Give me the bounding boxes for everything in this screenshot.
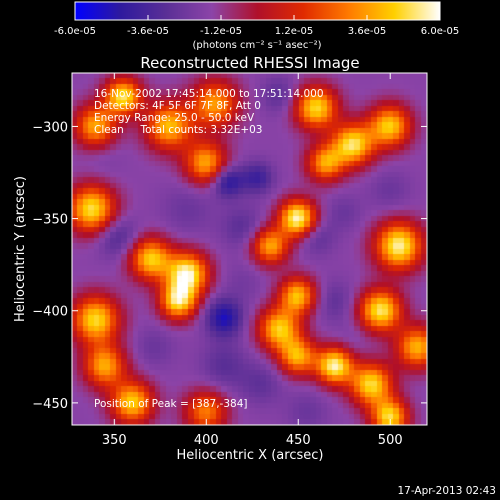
x-tick-label: 350 xyxy=(102,433,127,448)
heatmap-image xyxy=(72,73,427,425)
plot-frame xyxy=(71,72,428,426)
annotation-peak: Position of Peak = [387,-384] xyxy=(94,398,248,410)
colorbar-ticks: -6.0e-05 -3.6e-05 -1.2e-05 1.2e-05 3.6e-05 6.… xyxy=(54,15,459,37)
chart-title: Reconstructed RHESSI Image xyxy=(140,54,359,72)
y-tick-label: −400 xyxy=(32,305,68,320)
colorbar-tick-label: -3.6e-05 xyxy=(127,26,169,37)
annotation-time: 16-Nov-2002 17:45:14.000 to 17:51:14.000 xyxy=(94,88,324,100)
annotation-energy: Energy Range: 25.0 - 50.0 keV xyxy=(94,112,255,124)
x-tick-label: 500 xyxy=(378,433,403,448)
y-axis-ticks: −300 −350 −400 −450 xyxy=(32,120,427,412)
colorbar xyxy=(74,1,441,21)
colorbar-tick-label: -6.0e-05 xyxy=(54,26,96,37)
x-axis-ticks: 350 400 450 500 xyxy=(102,73,403,448)
colorbar-unit-label: (photons cm⁻² s⁻¹ asec⁻²) xyxy=(192,40,321,51)
annotation-detectors: Detectors: 4F 5F 6F 7F 8F, Att 0 xyxy=(94,100,261,112)
x-axis-label: Heliocentric X (arcsec) xyxy=(177,448,324,463)
x-tick-label: 400 xyxy=(194,433,219,448)
y-tick-label: −450 xyxy=(32,397,68,412)
colorbar-tick-label: 6.0e-05 xyxy=(421,26,459,37)
render-timestamp: 17-Apr-2013 02:43 xyxy=(397,485,496,497)
y-tick-label: −350 xyxy=(32,213,68,228)
annotation-clean: Clean Total counts: 3.32E+03 xyxy=(94,124,263,136)
x-tick-label: 450 xyxy=(286,433,311,448)
colorbar-tick-label: 1.2e-05 xyxy=(275,26,313,37)
colorbar-tick-label: -1.2e-05 xyxy=(200,26,242,37)
colorbar-tick-label: 3.6e-05 xyxy=(348,26,386,37)
y-tick-label: −300 xyxy=(32,120,68,135)
y-axis-label: Heliocentric Y (arcsec) xyxy=(13,176,28,322)
